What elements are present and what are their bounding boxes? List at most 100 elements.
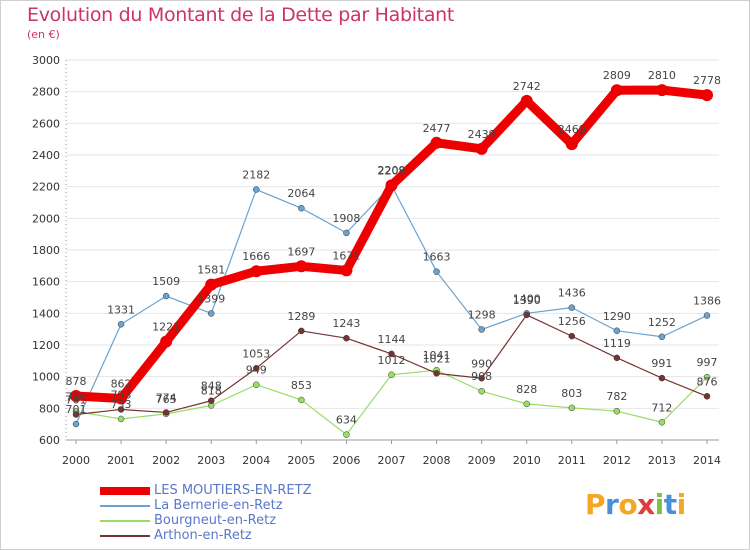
data-point: [388, 350, 395, 358]
legend-label: Bourgneut-en-Retz: [154, 513, 277, 528]
data-point: [385, 179, 398, 192]
data-point: [433, 370, 440, 377]
data-label: 1390: [513, 294, 541, 307]
data-labels: 701 1331 1509 1399 2182 2064 1908 2209 1663 1298 1…: [66, 69, 722, 427]
logo-letter: P: [585, 488, 606, 521]
data-label: 2778: [693, 74, 721, 87]
gridlines: [66, 59, 719, 441]
data-label: 2809: [603, 69, 631, 82]
data-point: [295, 260, 308, 273]
data-point: [565, 138, 578, 151]
data-label: 876: [697, 375, 718, 388]
data-point: [250, 265, 263, 278]
data-label: 1289: [287, 310, 315, 323]
data-point: [298, 396, 305, 404]
data-point: [70, 389, 82, 402]
legend-swatch: [100, 520, 150, 522]
y-tick-label: 2200: [32, 181, 60, 194]
data-label: 1671: [332, 249, 360, 262]
data-point: [343, 229, 350, 237]
y-tick-label: 1000: [32, 371, 60, 384]
data-label: 1331: [107, 303, 135, 316]
data-point: [478, 387, 485, 395]
data-label: 1012: [378, 354, 406, 367]
data-point: [475, 142, 488, 155]
logo-letter: i: [676, 488, 687, 521]
y-tick-label: 1400: [32, 307, 60, 320]
data-label: 991: [651, 357, 672, 370]
y-axis: 600 800 1000 1200 1400 1600 1800 2000 2200 2400 26…: [32, 54, 67, 447]
data-point: [205, 278, 218, 291]
data-label: 780: [66, 391, 87, 404]
data-point: [162, 292, 170, 300]
data-label: 2064: [287, 187, 315, 200]
data-point: [478, 326, 485, 333]
data-point: [298, 204, 305, 212]
legend-label: LES MOUTIERS-EN-RETZ: [154, 483, 312, 498]
data-point: [340, 264, 353, 277]
data-label: 782: [606, 390, 627, 403]
x-tick-label: 2013: [648, 454, 676, 467]
line-chart: 600 800 1000 1200 1400 1600 1800 2000 2200 2400 26…: [32, 54, 722, 467]
data-point: [610, 84, 623, 97]
x-tick-label: 2007: [378, 454, 406, 467]
legend-swatch: [100, 487, 150, 495]
data-point: [253, 365, 260, 372]
data-label: 1386: [693, 295, 721, 308]
x-tick-label: 2006: [332, 454, 360, 467]
data-label: 2208: [378, 164, 406, 177]
data-point: [703, 312, 711, 319]
y-tick-label: 2000: [32, 212, 60, 225]
data-label: 1666: [242, 250, 270, 263]
data-point: [253, 186, 260, 193]
data-label: 990: [471, 357, 492, 370]
chart-subtitle: (en €): [27, 28, 60, 41]
data-label: 634: [336, 414, 357, 427]
x-tick-label: 2005: [287, 454, 315, 467]
data-point: [207, 310, 215, 317]
y-tick-label: 1600: [32, 276, 60, 289]
data-point: [613, 407, 621, 415]
y-tick-label: 1200: [32, 339, 60, 352]
logo-letter: r: [605, 488, 619, 521]
data-label: 1144: [378, 333, 406, 346]
x-axis: 2000 2001 2002 2003 2004 2005 2006 2007 2008 2009…: [62, 439, 721, 467]
data-label: 818: [201, 384, 222, 397]
series-lines: [70, 84, 713, 438]
data-label: 2742: [513, 80, 541, 93]
data-label: 1021: [423, 352, 451, 365]
data-point: [478, 375, 485, 382]
data-label: 701: [66, 403, 87, 416]
data-label: 712: [651, 401, 672, 414]
data-label: 761: [66, 394, 87, 407]
data-point: [162, 409, 170, 416]
data-label: 1663: [423, 251, 451, 264]
data-point: [568, 404, 576, 412]
y-tick-label: 2400: [32, 149, 60, 162]
data-label: 1252: [648, 316, 676, 329]
x-tick-label: 2010: [513, 454, 541, 467]
proxiti-logo: Proxiti: [585, 488, 686, 521]
y-tick-label: 800: [39, 402, 60, 415]
data-point: [613, 354, 621, 362]
data-label: 1399: [197, 292, 225, 305]
data-label: 1256: [558, 315, 586, 328]
y-tick-label: 600: [39, 434, 60, 447]
data-label: 1119: [603, 337, 631, 350]
data-point: [658, 374, 666, 382]
data-label: 1243: [332, 317, 360, 330]
data-label: 1041: [423, 349, 451, 362]
logo-letter: t: [663, 488, 677, 521]
y-tick-label: 2800: [32, 86, 60, 99]
logo-letter: o: [618, 488, 638, 521]
x-tick-label: 2001: [107, 454, 135, 467]
data-label: 2209: [378, 164, 406, 177]
data-point: [160, 335, 173, 348]
x-tick-label: 2011: [558, 454, 586, 467]
data-point: [298, 327, 305, 335]
data-label: 853: [291, 379, 312, 392]
data-point: [658, 333, 666, 341]
data-point: [207, 397, 215, 404]
data-point: [72, 411, 80, 418]
data-point: [523, 311, 530, 319]
